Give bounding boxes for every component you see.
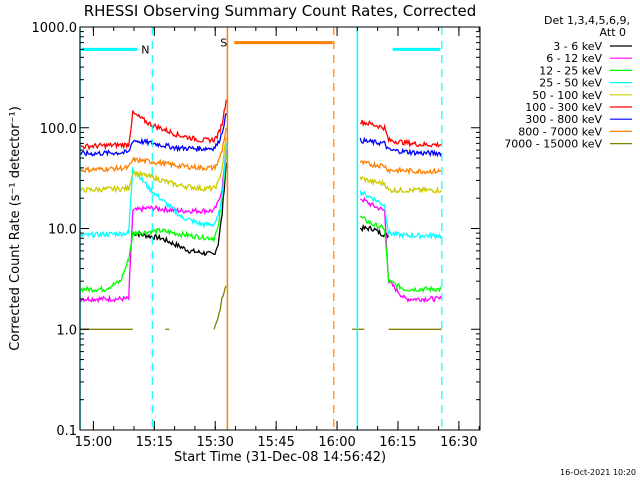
y-tick-label: 1.0 bbox=[56, 323, 77, 338]
legend-entry-label: 6 - 12 keV bbox=[546, 52, 602, 65]
x-tick-label: 15:30 bbox=[196, 435, 233, 450]
series-line bbox=[359, 215, 442, 293]
series-line bbox=[359, 175, 442, 194]
y-tick-label: 100.0 bbox=[40, 122, 77, 137]
series-line bbox=[79, 153, 227, 294]
x-tick-label: 15:00 bbox=[75, 435, 112, 450]
legend-entry-label: 7000 - 15000 keV bbox=[504, 138, 602, 151]
legend-entry-label: 50 - 100 keV bbox=[532, 89, 602, 102]
chart-title: RHESSI Observing Summary Count Rates, Co… bbox=[84, 2, 477, 20]
series-line bbox=[213, 285, 227, 330]
legend-header-attenuator: Att 0 bbox=[600, 26, 626, 39]
series-layer bbox=[79, 99, 442, 330]
series-line bbox=[79, 137, 227, 194]
series-line bbox=[132, 162, 227, 257]
axis-layer: 1000.0 100.0 10.0 1.0 0.115:00 15:15 15:30 15:4… bbox=[32, 21, 480, 450]
series-line bbox=[360, 196, 442, 304]
x-tick-label: 16:15 bbox=[379, 435, 416, 450]
x-tick-label: 15:15 bbox=[136, 435, 173, 450]
y-tick-label: 0.1 bbox=[56, 424, 77, 439]
series-line bbox=[79, 143, 227, 239]
series-line bbox=[79, 127, 227, 174]
series-line bbox=[359, 223, 390, 239]
series-line bbox=[359, 160, 442, 176]
state-label-N: N bbox=[141, 43, 149, 56]
legend-entry-label: 800 - 7000 keV bbox=[518, 125, 602, 138]
legend-entry-label: 25 - 50 keV bbox=[539, 77, 602, 90]
legend-entry-label: 3 - 6 keV bbox=[553, 40, 602, 53]
x-tick-label: 15:45 bbox=[257, 435, 294, 450]
y-tick-label: 1000.0 bbox=[32, 21, 78, 36]
legend-entry-label: 100 - 300 keV bbox=[525, 101, 602, 114]
footer-timestamp: 16-Oct-2021 10:20 bbox=[560, 468, 636, 477]
legend-entry-label: 12 - 25 keV bbox=[539, 64, 602, 77]
y-axis-label: Corrected Count Rate (s⁻¹ detector⁻¹) bbox=[8, 106, 23, 351]
legend-entry-label: 300 - 800 keV bbox=[525, 113, 602, 126]
state-label-S: S bbox=[220, 37, 227, 50]
series-line bbox=[79, 99, 227, 151]
series-line bbox=[79, 150, 227, 304]
series-line bbox=[79, 112, 227, 157]
x-tick-label: 16:00 bbox=[318, 435, 355, 450]
series-line bbox=[359, 136, 442, 158]
x-tick-label: 16:30 bbox=[440, 435, 477, 450]
legend-header-detectors: Det 1,3,4,5,6,9, bbox=[544, 14, 630, 27]
series-line bbox=[359, 190, 442, 241]
plot-frame bbox=[79, 26, 481, 431]
series-line bbox=[359, 119, 442, 148]
x-axis-label: Start Time (31-Dec-08 14:56:42) bbox=[174, 450, 386, 465]
y-tick-label: 10.0 bbox=[48, 223, 77, 238]
